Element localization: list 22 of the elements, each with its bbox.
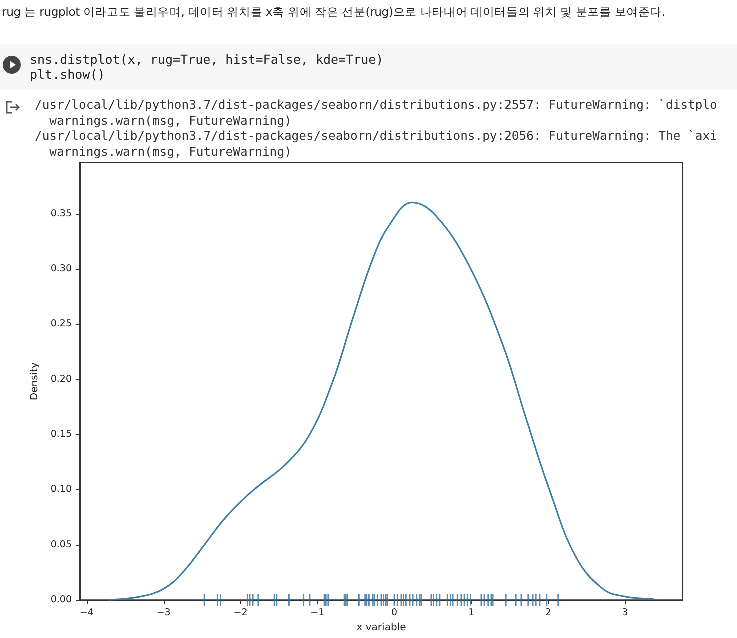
text: rug 는 rugplot 이라고도 불리우며, 데이터 위치를 x축 위에 작은 선분(rug)으로 나타내어 데이터들의 위치 및 분포를 보여준다. — [2, 5, 666, 20]
line-series — [108, 202, 655, 601]
x-axis-title: x variable — [356, 622, 406, 634]
text: /usr/local/lib/python3.7/dist-packages/seaborn/distributions.py:2557: FutureWarning: `distplo warnings.warn(msg, FutureWarning) /usr/local/lib/python3.7/dist-packages/seaborn/distributions.py:2056: FutureWarning: The `axi warnings.warn(msg, FutureWarning) — [35, 98, 718, 160]
y-tick-label: 0.00 — [50, 594, 72, 606]
y-tick-label: 0.30 — [50, 263, 72, 274]
x-tick-label: 2 — [545, 608, 552, 619]
x-tick-label: −3 — [156, 608, 171, 619]
y-tick-label: 0.10 — [50, 484, 72, 496]
y-tick-label: 0.25 — [50, 318, 72, 330]
y-axis-title: Density — [29, 362, 40, 401]
x-tick-label: −2 — [234, 608, 248, 619]
x-tick-label: 1 — [468, 608, 475, 619]
x-tick-label: 0 — [392, 608, 398, 619]
text: sns.distplot(x, rug=True, hist=False, kde=True) plt.show() — [30, 52, 384, 82]
x-tick-label: −4 — [80, 608, 94, 619]
y-tick-label: 0.05 — [50, 539, 72, 550]
y-tick-label: 0.35 — [50, 208, 72, 220]
y-tick-label: 0.15 — [50, 429, 72, 440]
x-tick-label: −1 — [310, 608, 325, 619]
x-tick-label: 3 — [622, 608, 628, 619]
y-tick-label: 0.20 — [50, 374, 72, 385]
